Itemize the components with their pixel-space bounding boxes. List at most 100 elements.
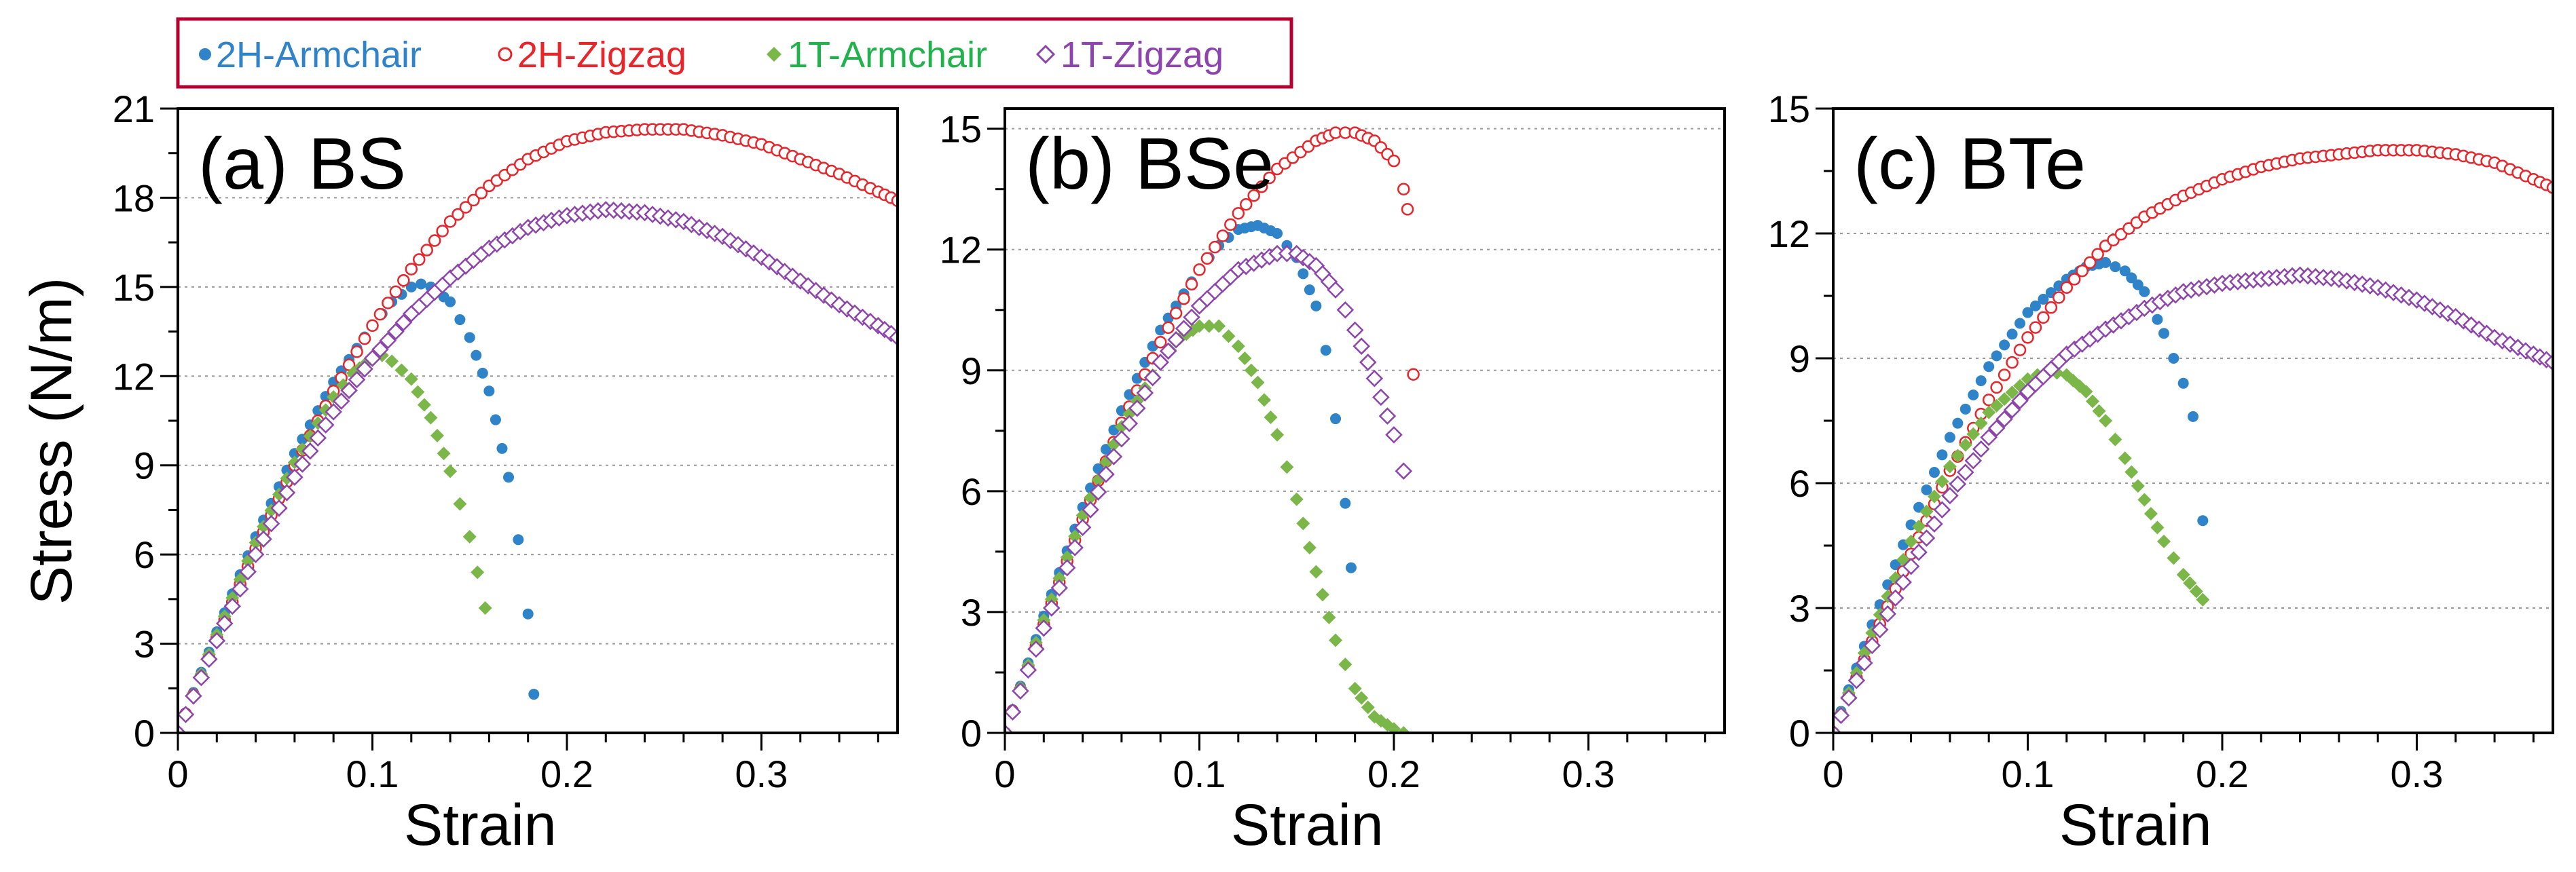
- data-point-1t-zigzag: [348, 371, 366, 389]
- data-point-2h-armchair: [2197, 515, 2209, 527]
- panel-title: (b) BSe: [1025, 122, 1274, 204]
- data-point-1t-armchair: [1322, 610, 1336, 624]
- data-point-1t-armchair: [437, 447, 451, 461]
- data-point-1t-armchair: [1052, 571, 1067, 586]
- data-point-1t-zigzag: [1894, 573, 1912, 591]
- data-point-1t-zigzag: [1128, 399, 1146, 417]
- data-point-1t-armchair: [462, 529, 477, 544]
- data-point-1t-armchair: [1919, 504, 1934, 518]
- data-point-2h-zigzag: [1407, 368, 1420, 381]
- data-point-1t-zigzag: [1886, 589, 1905, 607]
- data-point-1t-armchair: [2143, 506, 2158, 520]
- data-point-1t-zigzag: [1120, 415, 1139, 432]
- data-point-1t-armchair: [404, 372, 418, 386]
- data-point-2h-armchair: [1952, 417, 1964, 429]
- panel-bte: 0 0.1 0.2 0.3 0 3 6 9 12 15 (c) BTe Strain: [1768, 88, 2554, 858]
- data-point-2h-armchair: [503, 472, 515, 483]
- data-point-1t-zigzag: [1167, 330, 1185, 349]
- x-tick-label: 0.1: [346, 753, 399, 795]
- legend-marker-2h-zigzag: [498, 47, 513, 62]
- data-point-1t-armchair: [2183, 576, 2197, 590]
- data-point-2h-zigzag: [2067, 273, 2081, 286]
- data-point-2h-zigzag: [2060, 281, 2074, 294]
- data-point-1t-zigzag: [1879, 605, 1896, 623]
- data-point-1t-zigzag: [1082, 501, 1099, 518]
- data-point-1t-zigzag: [1856, 654, 1873, 672]
- y-tick-label: 15: [1768, 88, 1810, 130]
- data-point-1t-armchair: [1386, 722, 1401, 733]
- data-point-1t-zigzag: [1346, 321, 1364, 339]
- x-tick-label: 0.3: [1562, 753, 1615, 795]
- data-point-2h-zigzag: [2076, 264, 2089, 278]
- data-point-1t-zigzag: [332, 392, 350, 410]
- data-point-1t-armchair: [1192, 319, 1207, 333]
- data-point-1t-armchair: [478, 601, 492, 615]
- data-point-2h-armchair: [1991, 350, 2002, 362]
- data-point-1t-armchair: [2079, 385, 2093, 399]
- data-point-1t-zigzag: [223, 597, 241, 615]
- data-point-1t-armchair: [1280, 460, 1294, 474]
- data-point-1t-zigzag: [1105, 448, 1123, 466]
- data-point-1t-armchair: [1257, 393, 1271, 407]
- data-point-1t-armchair: [1289, 492, 1304, 506]
- data-point-1t-armchair: [1244, 363, 1258, 377]
- data-point-2h-armchair: [1968, 389, 1979, 400]
- data-point-1t-zigzag: [784, 267, 802, 285]
- data-point-1t-zigzag: [1143, 368, 1162, 387]
- data-point-1t-armchair: [233, 572, 247, 586]
- data-point-1t-armchair: [424, 411, 438, 425]
- data-point-1t-zigzag: [776, 263, 794, 280]
- data-point-1t-zigzag: [379, 331, 397, 349]
- data-point-1t-armchair: [1315, 588, 1329, 602]
- data-point-2h-armchair: [471, 349, 482, 361]
- data-point-2h-zigzag: [1209, 240, 1221, 254]
- data-point-1t-armchair: [1348, 681, 1362, 696]
- data-point-1t-armchair: [1355, 691, 1369, 705]
- data-point-2h-armchair: [513, 534, 524, 546]
- y-tick-label: 0: [134, 712, 155, 755]
- data-point-1t-zigzag: [791, 272, 809, 290]
- data-point-2h-zigzag: [389, 285, 403, 299]
- legend-label-2h-zigzag: 2H-Zigzag: [517, 35, 686, 75]
- data-point-2h-armchair: [1944, 432, 1955, 443]
- data-point-1t-zigzag: [1980, 428, 1998, 447]
- data-point-1t-zigzag: [208, 632, 226, 649]
- data-point-1t-zigzag: [1926, 515, 1943, 533]
- data-point-2h-armchair: [1304, 284, 1315, 296]
- data-point-2h-armchair: [2006, 328, 2018, 340]
- data-point-1t-zigzag: [2454, 312, 2472, 330]
- data-point-2h-armchair: [405, 281, 417, 292]
- data-point-1t-armchair: [411, 385, 425, 399]
- y-tick-label: 3: [134, 623, 155, 666]
- data-point-1t-armchair: [394, 363, 409, 377]
- data-point-1t-armchair: [2176, 567, 2190, 582]
- data-point-2h-armchair: [1100, 444, 1111, 455]
- y-tick-label: 6: [1789, 462, 1810, 505]
- data-point-1t-zigzag: [1365, 369, 1384, 387]
- data-point-1t-armchair: [2150, 520, 2165, 535]
- x-tick-label: 0.3: [2391, 753, 2444, 795]
- x-tick-label: 0: [1822, 753, 1843, 795]
- data-point-1t-zigzag: [1042, 599, 1061, 617]
- data-point-2h-armchair: [2152, 314, 2163, 325]
- data-point-1t-zigzag: [215, 615, 234, 632]
- series-2h-zigzag: [1005, 126, 1420, 733]
- data-point-2h-zigzag: [436, 225, 449, 238]
- data-point-1t-zigzag: [1987, 419, 2006, 437]
- data-point-1t-armchair: [1927, 489, 1941, 504]
- data-point-2h-zigzag: [412, 253, 426, 266]
- x-axis-label: Strain: [1231, 793, 1384, 858]
- y-tick-label: 18: [113, 176, 155, 219]
- data-point-2h-armchair: [490, 414, 501, 425]
- data-point-1t-zigzag: [2003, 401, 2021, 419]
- data-point-1t-zigzag: [1327, 281, 1344, 299]
- data-point-1t-zigzag: [231, 580, 249, 598]
- data-point-1t-armchair: [1989, 398, 2004, 413]
- data-point-1t-zigzag: [2011, 392, 2029, 410]
- data-point-1t-zigzag: [1949, 475, 1967, 493]
- data-point-1t-zigzag: [889, 328, 898, 347]
- data-point-2h-zigzag: [1224, 218, 1237, 231]
- plot-frame: [1004, 107, 1726, 734]
- data-point-2h-zigzag: [1247, 189, 1260, 202]
